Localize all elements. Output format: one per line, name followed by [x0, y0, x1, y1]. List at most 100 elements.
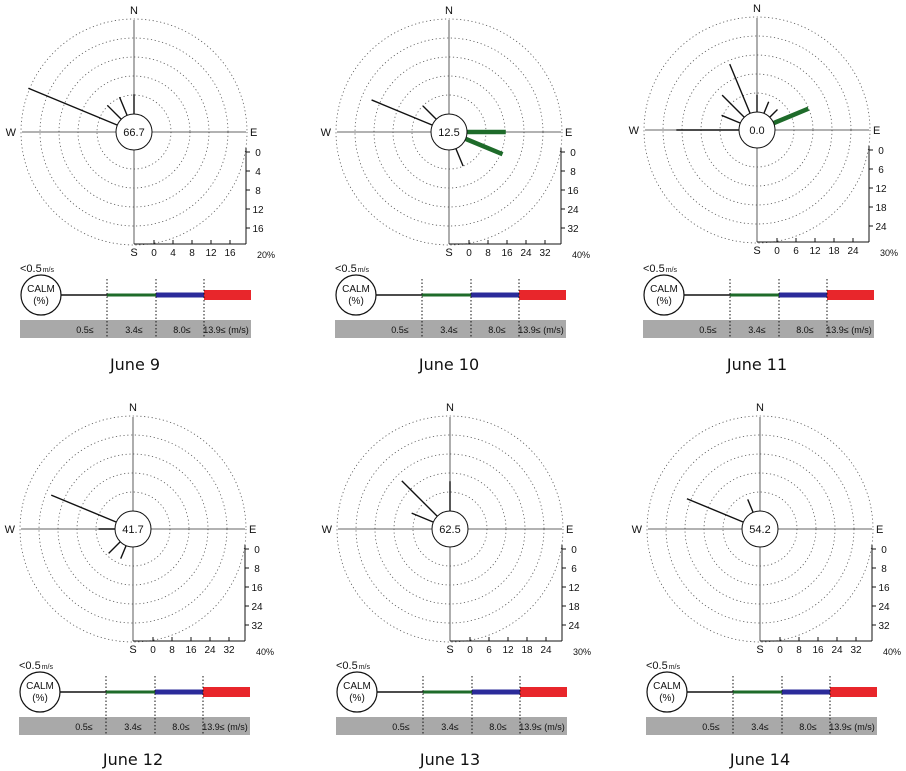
scale-tick-label: 16: [567, 186, 579, 197]
legend-calm-pct: (%): [349, 693, 365, 704]
legend-calm-pct: (%): [33, 296, 49, 307]
legend-bin-label: 3.4≤: [751, 722, 769, 732]
compass-west: W: [322, 524, 333, 536]
panel-date: June 10: [418, 355, 479, 374]
legend-bin-strip: [335, 320, 566, 338]
legend-bin-label: 3.4≤: [440, 325, 458, 335]
wind-rose-panel: N S W E 0 0 6 6 12 12 18 18 24 24 30% 62.5 <0.5m/s CALM(%…: [322, 402, 591, 769]
panel-date: June 9: [109, 355, 160, 374]
petal-nnw: [729, 63, 751, 114]
scale-max-label: 30%: [880, 248, 898, 258]
scale-tick-label: 24: [878, 602, 890, 613]
scale-tick-label: 18: [875, 203, 887, 214]
legend-calm-circle: [19, 671, 61, 713]
scale-tick-label: 8: [255, 186, 261, 197]
wind-rose-panel: N S W E 0 0 8 8 16 16 24 24 32 32 40% 54.2 <0.5m/s CALM(%…: [632, 402, 901, 769]
petal-nw: [401, 480, 438, 517]
compass-north: N: [130, 5, 138, 17]
scale-tick-label: 8: [881, 564, 887, 575]
compass-east: E: [250, 127, 257, 139]
compass-east: E: [873, 125, 880, 137]
compass-west: W: [632, 524, 643, 536]
compass-north: N: [756, 402, 764, 414]
legend-bin-label: 0.5≤: [75, 722, 93, 732]
grid-ring: [336, 415, 564, 643]
legend-bin-label: 8.0≤: [489, 722, 507, 732]
scale-tick-label: 18: [828, 246, 840, 257]
scale-tick-label: 32: [567, 224, 579, 235]
petal-ene: [772, 106, 810, 126]
compass-north: N: [445, 5, 453, 17]
calm-threshold: <0.5m/s: [643, 263, 677, 275]
calm-circle: [430, 113, 468, 151]
scale-tick-label: 6: [878, 165, 884, 176]
wind-rose-panel: N S W E 0 0 6 6 12 12 18 18 24 24 30% 0.0 <0.5m/s CALM(%)…: [629, 3, 898, 374]
petal-wnw: [371, 99, 433, 126]
calm-threshold: <0.5m/s: [336, 660, 370, 672]
compass-east: E: [876, 524, 883, 536]
scale-tick-label: 24: [847, 246, 859, 257]
scale-tick-label: 12: [252, 205, 264, 216]
scale-tick-label: 24: [831, 645, 843, 656]
scale-max-label: 30%: [573, 647, 591, 657]
legend-bin-label: 13.9≤ (m/s): [519, 722, 564, 732]
scale-tick-label: 0: [881, 545, 887, 556]
panel-date: June 14: [729, 750, 790, 769]
scale-tick-label: 4: [170, 248, 176, 259]
scale-tick-label: 8: [570, 167, 576, 178]
legend-bin-label: 0.5≤: [392, 722, 410, 732]
compass-north: N: [446, 402, 454, 414]
speed-legend: <0.5m/s CALM(%) 0.5≤ 3.4≤ 8.0≤ 13.9≤ (m/s): [335, 263, 566, 338]
petal-sse: [455, 148, 464, 167]
scale-tick-label: 0: [878, 146, 884, 157]
grid-ring: [646, 415, 874, 643]
legend-bin-label: 0.5≤: [702, 722, 720, 732]
calm-circle: [431, 510, 469, 548]
petal-nw: [721, 94, 745, 118]
panel-date: June 13: [419, 750, 480, 769]
scale-tick-label: 24: [875, 222, 887, 233]
calm-threshold: <0.5m/s: [20, 263, 54, 275]
legend-calm-label: CALM: [26, 681, 54, 692]
scale-tick-label: 12: [809, 246, 821, 257]
legend-calm-pct: (%): [32, 693, 48, 704]
legend-calm-label: CALM: [653, 681, 681, 692]
legend-bin-label: 13.9≤ (m/s): [203, 325, 248, 335]
legend-bin-label: 8.0≤: [488, 325, 506, 335]
scale-tick-label: 12: [205, 248, 217, 259]
scale-tick-label: 6: [793, 246, 799, 257]
legend-bin-strip: [646, 717, 877, 735]
scale-tick-label: 8: [796, 645, 802, 656]
petal-wnw: [28, 87, 118, 126]
scale-tick-label: 18: [521, 645, 533, 656]
panel-date: June 12: [102, 750, 163, 769]
legend-calm-circle: [20, 274, 62, 316]
calm-circle: [114, 510, 152, 548]
grid-ring: [643, 16, 871, 244]
speed-legend: <0.5m/s CALM(%) 0.5≤ 3.4≤ 8.0≤ 13.9≤ (m/s): [646, 660, 877, 735]
speed-legend: <0.5m/s CALM(%) 0.5≤ 3.4≤ 8.0≤ 13.9≤ (m/s): [643, 263, 874, 338]
calm-value: 66.7: [123, 127, 144, 139]
calm-value: 54.2: [749, 524, 770, 536]
legend-bin-label: 3.4≤: [748, 325, 766, 335]
calm-unit: m/s: [42, 664, 54, 671]
legend-bin-label: 8.0≤: [172, 722, 190, 732]
wind-rose-panel: N S W E 0 0 4 4 8 8 12 12 16 16 20% 66.7 <0.5m/s CALM(%) 0…: [6, 5, 275, 374]
speed-legend: <0.5m/s CALM(%) 0.5≤ 3.4≤ 8.0≤ 13.9≤ (m/s): [336, 660, 567, 735]
compass-west: W: [5, 524, 16, 536]
scale-tick-label: 24: [567, 205, 579, 216]
calm-unit: m/s: [358, 267, 370, 274]
scale-tick-label: 0: [151, 248, 157, 259]
calm-unit: m/s: [666, 267, 678, 274]
scale-tick-label: 32: [850, 645, 862, 656]
scale-tick-label: 8: [485, 248, 491, 259]
legend-bin-strip: [19, 717, 250, 735]
scale-tick-label: 16: [251, 583, 263, 594]
scale-tick-label: 8: [189, 248, 195, 259]
legend-bin-label: 13.9≤ (m/s): [826, 325, 871, 335]
scale-tick-label: 32: [878, 621, 890, 632]
legend-bin-label: 13.9≤ (m/s): [518, 325, 563, 335]
scale-tick-label: 24: [520, 248, 532, 259]
scale-tick-label: 0: [570, 148, 576, 159]
